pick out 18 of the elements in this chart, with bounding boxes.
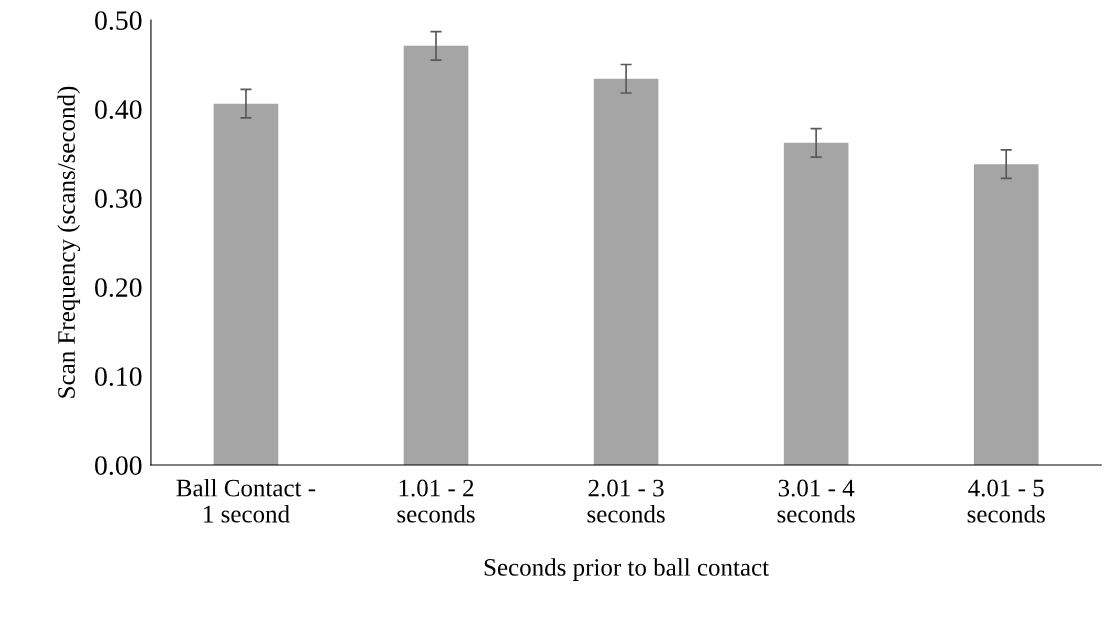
x-axis-title: Seconds prior to ball contact [484,558,769,581]
x-tick-label: Ball Contact - 1 second [176,478,316,523]
bar [973,164,1039,465]
y-tick-label: 0.10 [95,367,142,387]
x-tick-label: 4.01 - 5 seconds [967,479,1045,523]
y-tick-label: 0.00 [95,456,142,476]
bar [213,103,279,465]
bar [403,45,469,465]
y-tick-label: 0.40 [95,100,142,120]
y-axis-title: Scan Frequency (scans/second) [57,86,81,398]
y-tick-label: 0.50 [95,11,142,31]
x-tick-label: 3.01 - 4 seconds [777,479,855,523]
x-tick-label: 1.01 - 2 seconds [397,479,475,523]
x-tick-label: 2.01 - 3 seconds [587,479,665,523]
y-tick-label: 0.30 [95,189,142,209]
bar [783,142,849,465]
y-tick-label: 0.20 [95,278,142,298]
bar [593,78,659,465]
